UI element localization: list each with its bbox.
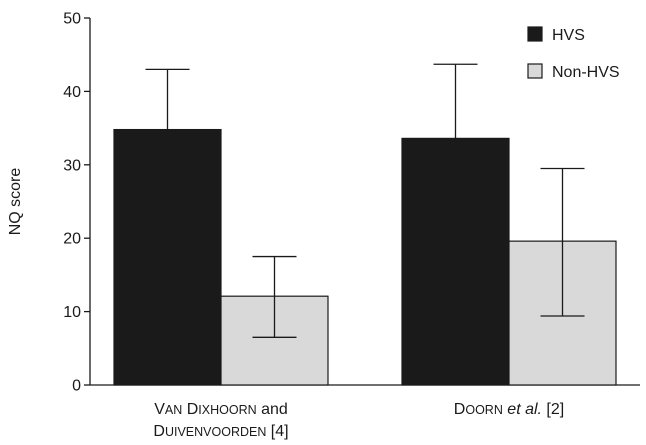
x-category-label-part: UIVENVOORDEN <box>165 425 266 439</box>
legend-label: HVS <box>552 27 585 44</box>
x-category-label-part: OORN <box>465 403 503 417</box>
x-category-label-part: D <box>454 401 466 418</box>
x-category-label-part: V <box>154 401 165 418</box>
y-tick-label: 50 <box>63 11 81 28</box>
x-category-label: DUIVENVOORDEN [4] <box>153 423 288 440</box>
y-tick-label: 0 <box>72 378 81 395</box>
x-category-label-part: IXHOORN <box>198 403 256 417</box>
y-axis-label: NQ score <box>7 168 24 236</box>
y-tick-label: 40 <box>63 84 81 101</box>
legend-label: Non-HVS <box>552 64 620 81</box>
x-category-label: DOORN et al. [2] <box>454 401 564 418</box>
bar-hvs <box>113 128 222 386</box>
x-category-label-part: et al. <box>507 401 542 418</box>
y-tick-label: 10 <box>63 304 81 321</box>
x-category-label-part: D <box>153 423 165 440</box>
x-category-label-part: and <box>257 401 288 418</box>
y-tick-label: 30 <box>63 157 81 174</box>
error-bars <box>145 63 585 338</box>
x-category-label-part: [2] <box>542 401 564 418</box>
y-tick-label: 20 <box>63 231 81 248</box>
x-category-label-part: AN <box>165 403 182 417</box>
legend-swatch-non-hvs <box>527 63 543 79</box>
legend: HVS Non-HVS <box>527 26 620 81</box>
bar-hvs <box>401 137 510 386</box>
x-category-label-part: D <box>182 401 198 418</box>
x-category-label-part: [4] <box>266 423 288 440</box>
x-category-label: VAN DIXHOORN and <box>154 401 288 418</box>
legend-swatch-hvs <box>527 26 543 42</box>
